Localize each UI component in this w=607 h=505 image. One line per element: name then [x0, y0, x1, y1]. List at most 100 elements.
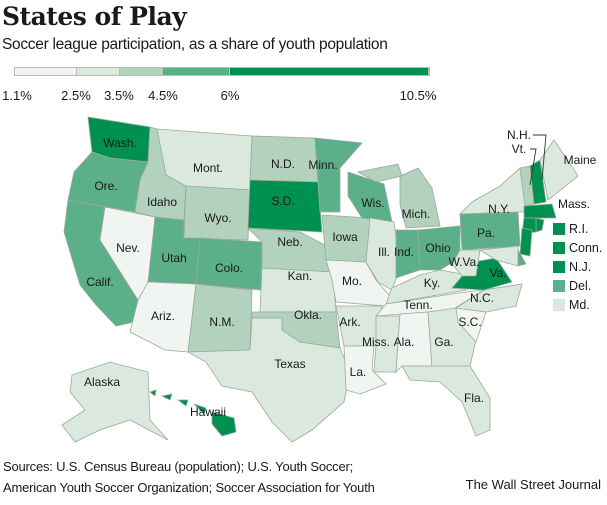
- small-state-key-item: Del.: [553, 276, 607, 295]
- state-label-la: La.: [350, 365, 367, 379]
- state-label-sc: S.C.: [458, 315, 481, 329]
- us-choropleth-map: Wash. Ore. Calif. Nev. Idaho Mont. Wyo. Utah Col…: [61, 116, 597, 443]
- legend-break-label: 4.5%: [148, 88, 178, 103]
- state-label-hi: Hawaii: [190, 405, 226, 419]
- key-swatch: [553, 298, 565, 311]
- state-label-nm: N.M.: [209, 315, 234, 329]
- key-swatch: [553, 260, 565, 273]
- small-state-key-item: Conn.: [553, 238, 607, 257]
- state-label-me: Maine: [564, 153, 597, 167]
- state-ma: [523, 203, 557, 219]
- legend-swatch: [15, 68, 77, 75]
- state-label-tx: Texas: [274, 357, 305, 371]
- state-label-ks: Kan.: [288, 269, 313, 283]
- color-scale-legend: [14, 67, 430, 76]
- state-label-oh: Ohio: [425, 241, 451, 255]
- state-label-in: Ind.: [394, 245, 414, 259]
- state-label-sd: S.D.: [271, 194, 294, 208]
- state-nh: [529, 159, 547, 205]
- state-label-ma: Mass.: [558, 197, 590, 211]
- state-label-ak: Alaska: [84, 375, 120, 389]
- sources-line-2: American Youth Soccer Organization; Socc…: [3, 480, 375, 495]
- state-nj: [519, 227, 533, 257]
- state-label-nh: N.H.: [507, 128, 531, 142]
- state-label-id: Idaho: [147, 195, 177, 209]
- legend-swatch: [163, 68, 230, 75]
- legend-break-label: 10.5%: [399, 88, 437, 103]
- state-fl: [401, 365, 491, 437]
- legend-break-label: 3.5%: [104, 88, 134, 103]
- key-label: N.J.: [569, 259, 592, 274]
- key-label: R.I.: [569, 221, 589, 236]
- state-label-mi: Mich.: [402, 207, 431, 221]
- state-label-al: Ala.: [394, 335, 415, 349]
- state-label-vt: Vt.: [512, 142, 527, 156]
- key-label: Md.: [569, 297, 590, 312]
- state-label-tn: Tenn.: [403, 298, 432, 312]
- state-hi: [149, 389, 237, 437]
- state-label-ky: Ky.: [424, 276, 440, 290]
- state-label-az: Ariz.: [151, 309, 175, 323]
- state-label-wy: Wyo.: [204, 211, 231, 225]
- legend-swatch: [119, 68, 164, 75]
- state-la: [343, 345, 387, 395]
- state-ak: [61, 361, 169, 443]
- legend-swatch: [229, 68, 429, 75]
- key-swatch: [553, 222, 565, 235]
- chart-subtitle: Soccer league participation, as a share …: [2, 36, 388, 53]
- state-md: [478, 245, 519, 267]
- state-label-ia: Iowa: [332, 230, 358, 244]
- state-label-mo: Mo.: [342, 274, 362, 288]
- key-swatch: [553, 279, 565, 292]
- state-label-ut: Utah: [161, 251, 186, 265]
- state-label-mt: Mont.: [193, 161, 223, 175]
- state-label-wi: Wis.: [361, 196, 384, 210]
- state-nc: [454, 283, 523, 313]
- state-label-wa: Wash.: [103, 136, 137, 150]
- state-label-wv: W.Va.: [448, 255, 479, 269]
- state-ms: [373, 315, 401, 373]
- state-label-nc: N.C.: [470, 291, 494, 305]
- legend-break-label: 1.1%: [2, 88, 32, 103]
- leader-line: [529, 148, 537, 186]
- small-state-key-item: Md.: [553, 295, 607, 314]
- state-label-co: Colo.: [215, 261, 243, 275]
- state-label-ok: Okla.: [294, 308, 322, 322]
- state-sd: [247, 179, 323, 233]
- key-label: Conn.: [569, 240, 603, 255]
- state-label-pa: Pa.: [477, 226, 495, 240]
- small-state-key-item: N.J.: [553, 257, 607, 276]
- state-label-ar: Ark.: [339, 315, 360, 329]
- state-mn: [314, 137, 363, 213]
- state-me: [539, 139, 579, 201]
- state-tx: [186, 317, 351, 443]
- state-wv: [451, 249, 481, 277]
- legend-break-label: 6%: [220, 88, 240, 103]
- leader-line: [533, 134, 547, 181]
- state-label-mn: Minn.: [308, 158, 337, 172]
- state-mi: [356, 163, 441, 229]
- sources-line-1: Sources: U.S. Census Bureau (population)…: [3, 459, 354, 474]
- credit: The Wall Street Journal: [465, 477, 601, 492]
- small-state-key-item: R.I.: [553, 219, 607, 238]
- state-label-ca: Calif.: [86, 275, 113, 289]
- state-label-ga: Ga.: [434, 335, 453, 349]
- state-label-il: Ill.: [378, 245, 390, 259]
- key-label: Del.: [569, 278, 592, 293]
- legend-break-label: 2.5%: [61, 88, 91, 103]
- state-label-fl: Fla.: [464, 391, 484, 405]
- sources-note: Sources: U.S. Census Bureau (population)…: [3, 456, 375, 498]
- state-oh: [417, 225, 461, 271]
- chart-title: States of Play: [2, 2, 187, 31]
- key-swatch: [553, 241, 565, 254]
- small-state-key: R.I. Conn. N.J. Del. Md.: [553, 219, 607, 314]
- state-label-nv: Nev.: [116, 241, 140, 255]
- state-label-or: Ore.: [94, 179, 117, 193]
- state-label-ms: Miss.: [362, 335, 390, 349]
- legend-swatch: [76, 68, 120, 75]
- state-label-va: Va.: [489, 266, 506, 280]
- state-label-nd: N.D.: [271, 157, 295, 171]
- state-label-ny: N.Y.: [488, 202, 510, 216]
- state-ri: [535, 217, 545, 233]
- state-wy: [183, 185, 251, 241]
